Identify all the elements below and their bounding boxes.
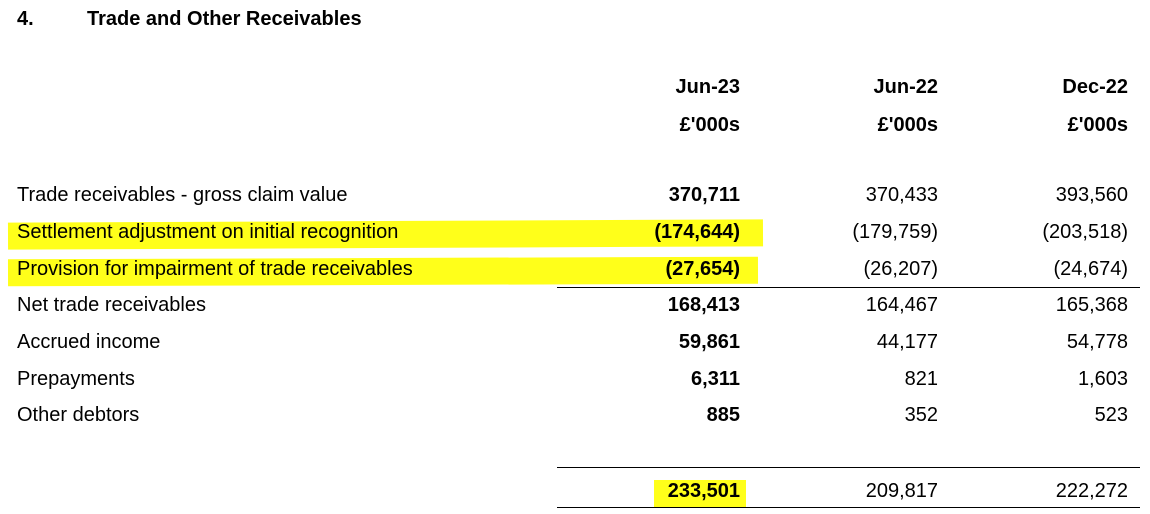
value-jun-23: (174,644) bbox=[654, 221, 740, 243]
table-row: Other debtors 885 352 523 bbox=[0, 400, 1150, 434]
value-jun-23: (27,654) bbox=[665, 258, 741, 280]
table-row: Prepayments 6,311 821 1,603 bbox=[0, 364, 1150, 398]
value-jun-22: (179,759) bbox=[852, 221, 938, 243]
value-jun-23: 370,711 bbox=[668, 184, 740, 206]
table-row: Trade receivables - gross claim value 37… bbox=[0, 180, 1150, 214]
note-number: 4. bbox=[17, 8, 34, 30]
value-jun-22: 164,467 bbox=[865, 294, 938, 316]
column-header-dec-22-unit: £'000s bbox=[1067, 114, 1128, 136]
table-row: Accrued income 59,861 44,177 54,778 bbox=[0, 327, 1150, 361]
value-dec-22: 165,368 bbox=[1055, 294, 1128, 316]
column-header-dec-22-period: Dec-22 bbox=[1062, 76, 1128, 98]
value-dec-22: (24,674) bbox=[1053, 258, 1129, 280]
column-header-jun-23-unit: £'000s bbox=[679, 114, 740, 136]
row-label: Prepayments bbox=[17, 368, 135, 390]
table-row: Net trade receivables 168,413 164,467 16… bbox=[0, 290, 1150, 324]
value-jun-22: 821 bbox=[904, 368, 938, 390]
row-label: Net trade receivables bbox=[17, 294, 206, 316]
row-label: Accrued income bbox=[17, 331, 161, 353]
column-header-jun-23-period: Jun-23 bbox=[675, 76, 740, 98]
total-row: 233,501 209,817 222,272 bbox=[0, 476, 1150, 510]
value-jun-23: 6,311 bbox=[691, 368, 740, 390]
column-header-jun-22-unit: £'000s bbox=[877, 114, 938, 136]
column-header-jun-22-period: Jun-22 bbox=[873, 76, 938, 98]
value-jun-22: (26,207) bbox=[863, 258, 939, 280]
value-dec-22: 1,603 bbox=[1077, 368, 1128, 390]
value-dec-22: (203,518) bbox=[1042, 221, 1128, 243]
value-dec-22: 54,778 bbox=[1066, 331, 1128, 353]
total-dec-22: 222,272 bbox=[1055, 480, 1128, 502]
highlight-total-jun-23 bbox=[654, 480, 746, 507]
total-jun-23: 233,501 bbox=[667, 480, 740, 502]
value-jun-22: 370,433 bbox=[865, 184, 938, 206]
value-jun-23: 168,413 bbox=[667, 294, 740, 316]
value-jun-23: 59,861 bbox=[678, 331, 740, 353]
row-label: Other debtors bbox=[17, 404, 140, 426]
total-top-rule bbox=[557, 467, 1140, 468]
value-jun-22: 352 bbox=[904, 404, 938, 426]
row-label: Provision for impairment of trade receiv… bbox=[17, 258, 413, 280]
total-bottom-rule bbox=[557, 507, 1140, 508]
value-dec-22: 523 bbox=[1094, 404, 1128, 426]
row-label: Trade receivables - gross claim value bbox=[17, 184, 348, 206]
table-row: Settlement adjustment on initial recogni… bbox=[0, 217, 1150, 251]
subtotal-rule bbox=[557, 287, 1140, 288]
note-title: Trade and Other Receivables bbox=[87, 8, 362, 30]
value-dec-22: 393,560 bbox=[1055, 184, 1128, 206]
total-jun-22: 209,817 bbox=[865, 480, 938, 502]
note-heading: 4. Trade and Other Receivables bbox=[17, 8, 362, 31]
value-jun-23: 885 bbox=[706, 404, 740, 426]
value-jun-22: 44,177 bbox=[876, 331, 938, 353]
table-row: Provision for impairment of trade receiv… bbox=[0, 254, 1150, 288]
row-label: Settlement adjustment on initial recogni… bbox=[17, 221, 399, 243]
